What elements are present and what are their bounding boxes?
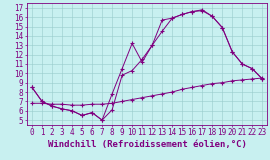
X-axis label: Windchill (Refroidissement éolien,°C): Windchill (Refroidissement éolien,°C) xyxy=(48,140,247,149)
